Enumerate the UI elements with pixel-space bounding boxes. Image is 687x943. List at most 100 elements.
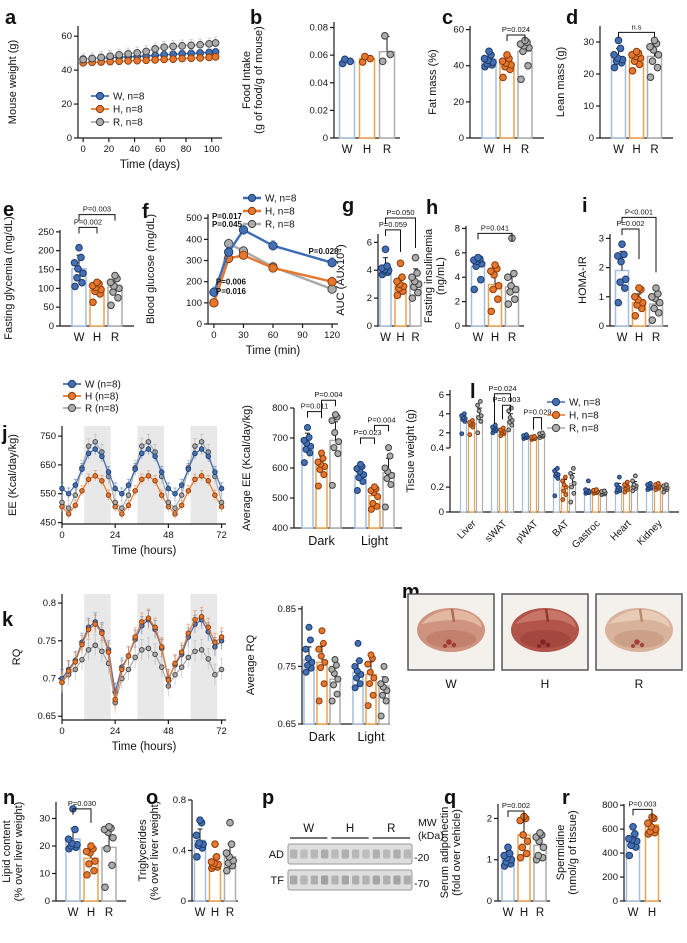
dot (569, 484, 575, 490)
data-point (158, 469, 165, 475)
plot-area: 0 0.02 0.04 0.06 0.08 W H R (310, 22, 400, 156)
x-group-label: Dark (309, 730, 336, 744)
x-category-label: H (87, 907, 95, 919)
x-category-label: H (503, 144, 511, 156)
dot (318, 449, 325, 457)
data-point (124, 49, 132, 58)
dot (616, 44, 625, 53)
data-point (178, 502, 185, 509)
y-tick-label: 20 (39, 841, 50, 852)
series-line-H (83, 56, 216, 64)
data-point (99, 478, 105, 484)
data-dots-H (207, 840, 222, 872)
dot (71, 825, 79, 834)
significance-bracket (360, 437, 375, 444)
dot (620, 250, 628, 259)
blot-band (341, 849, 349, 859)
dot (492, 422, 498, 428)
dot (494, 281, 503, 290)
data-dots-W (610, 36, 627, 72)
data-dots-H (358, 52, 375, 66)
dot (212, 853, 221, 861)
dot (655, 298, 664, 307)
chart-canvas: r 0 200 400 600 800 W H P=0.003 Spermidine (nmol/g… (555, 787, 661, 919)
data-point (79, 488, 85, 494)
y-tick-label: 0 (367, 321, 372, 332)
series-W (209, 224, 337, 298)
legend-label: W, n=8 (113, 92, 145, 103)
dot (85, 860, 93, 868)
panel-letter: r (562, 787, 570, 809)
chart-canvas: c 0 20 40 60 W H R P=0.024 Fat mass (%) (427, 7, 544, 156)
x-category-label: W (74, 332, 85, 344)
dot (369, 499, 377, 507)
data-point (212, 639, 218, 646)
dot (413, 269, 421, 277)
blot-group-label: R (387, 823, 395, 835)
data-point (105, 469, 112, 475)
dot (387, 481, 395, 488)
dot (381, 245, 390, 254)
data-dots-R (475, 399, 484, 436)
mw-marker: -70 (414, 878, 429, 890)
dot (193, 853, 201, 861)
bar-H (316, 661, 328, 725)
x-category-label: W (613, 144, 624, 156)
dot (408, 294, 417, 302)
x-tick-label: 20 (104, 144, 115, 155)
panel-f-blood-glucose: f 0 100 200 300 400 500 0 30 60 90 120 P=0.017 P=0.04… (140, 186, 354, 370)
dot (467, 432, 473, 438)
data-point (192, 616, 198, 623)
y-tick-label: 0.65 (38, 711, 57, 722)
panel-letter: h (426, 197, 438, 219)
blot-band (383, 849, 391, 859)
x-tick-label: 60 (268, 330, 279, 341)
y-tick-label: 300 (186, 256, 202, 267)
significance-bracket (321, 399, 336, 419)
y-tick-label: 2 (367, 293, 372, 304)
dot (478, 413, 484, 419)
x-group-label: Light (357, 730, 385, 744)
dot (223, 866, 231, 875)
dot (330, 681, 338, 689)
dot (616, 474, 622, 480)
y-tick-label: 4 (367, 265, 372, 276)
x-group-label: Dark (308, 534, 335, 548)
y-tick-label: 6 (439, 390, 444, 401)
y-tick-label: 1 (599, 292, 604, 303)
dot (105, 822, 113, 831)
data-dots-H (628, 47, 645, 75)
dot (93, 278, 101, 287)
dot (498, 57, 507, 66)
dot (504, 300, 513, 308)
dot (614, 482, 619, 488)
p-value-label: P=0.002 (502, 801, 530, 810)
dot (654, 51, 663, 59)
data-dots-R (222, 818, 237, 875)
data-point (139, 476, 145, 483)
dot (663, 482, 669, 488)
dot (489, 285, 497, 294)
chart-canvas: i 0 1 2 3 W H R P=0.002 P<0.001 HOMA-IR (577, 195, 668, 344)
dot (300, 436, 308, 444)
dot (319, 639, 327, 647)
dot (317, 652, 325, 660)
p-value-label: P=0.004 (314, 390, 342, 399)
dot (330, 444, 338, 452)
dot (610, 51, 618, 59)
data-dots-H (364, 651, 378, 710)
chart-canvas: h 0 2 4 6 8 W H R P=0.041 Fasting insulinemia (ng/m… (423, 197, 524, 344)
dot (353, 487, 361, 494)
data-dots-W (645, 480, 654, 492)
data-point (152, 624, 158, 630)
dot (507, 281, 515, 290)
data-point (59, 499, 65, 506)
data-point (119, 490, 125, 497)
chart-canvas: a 0 20 40 60 0 20 40 60 80 100 Mouse weight (g) Time… (5, 7, 222, 171)
bar-R (101, 846, 117, 902)
data-dots-W (351, 639, 365, 692)
y-axis-label: Food Intake (241, 51, 253, 109)
data-point (185, 466, 192, 472)
data-point (59, 485, 65, 492)
blot-group-label: W (303, 823, 314, 835)
